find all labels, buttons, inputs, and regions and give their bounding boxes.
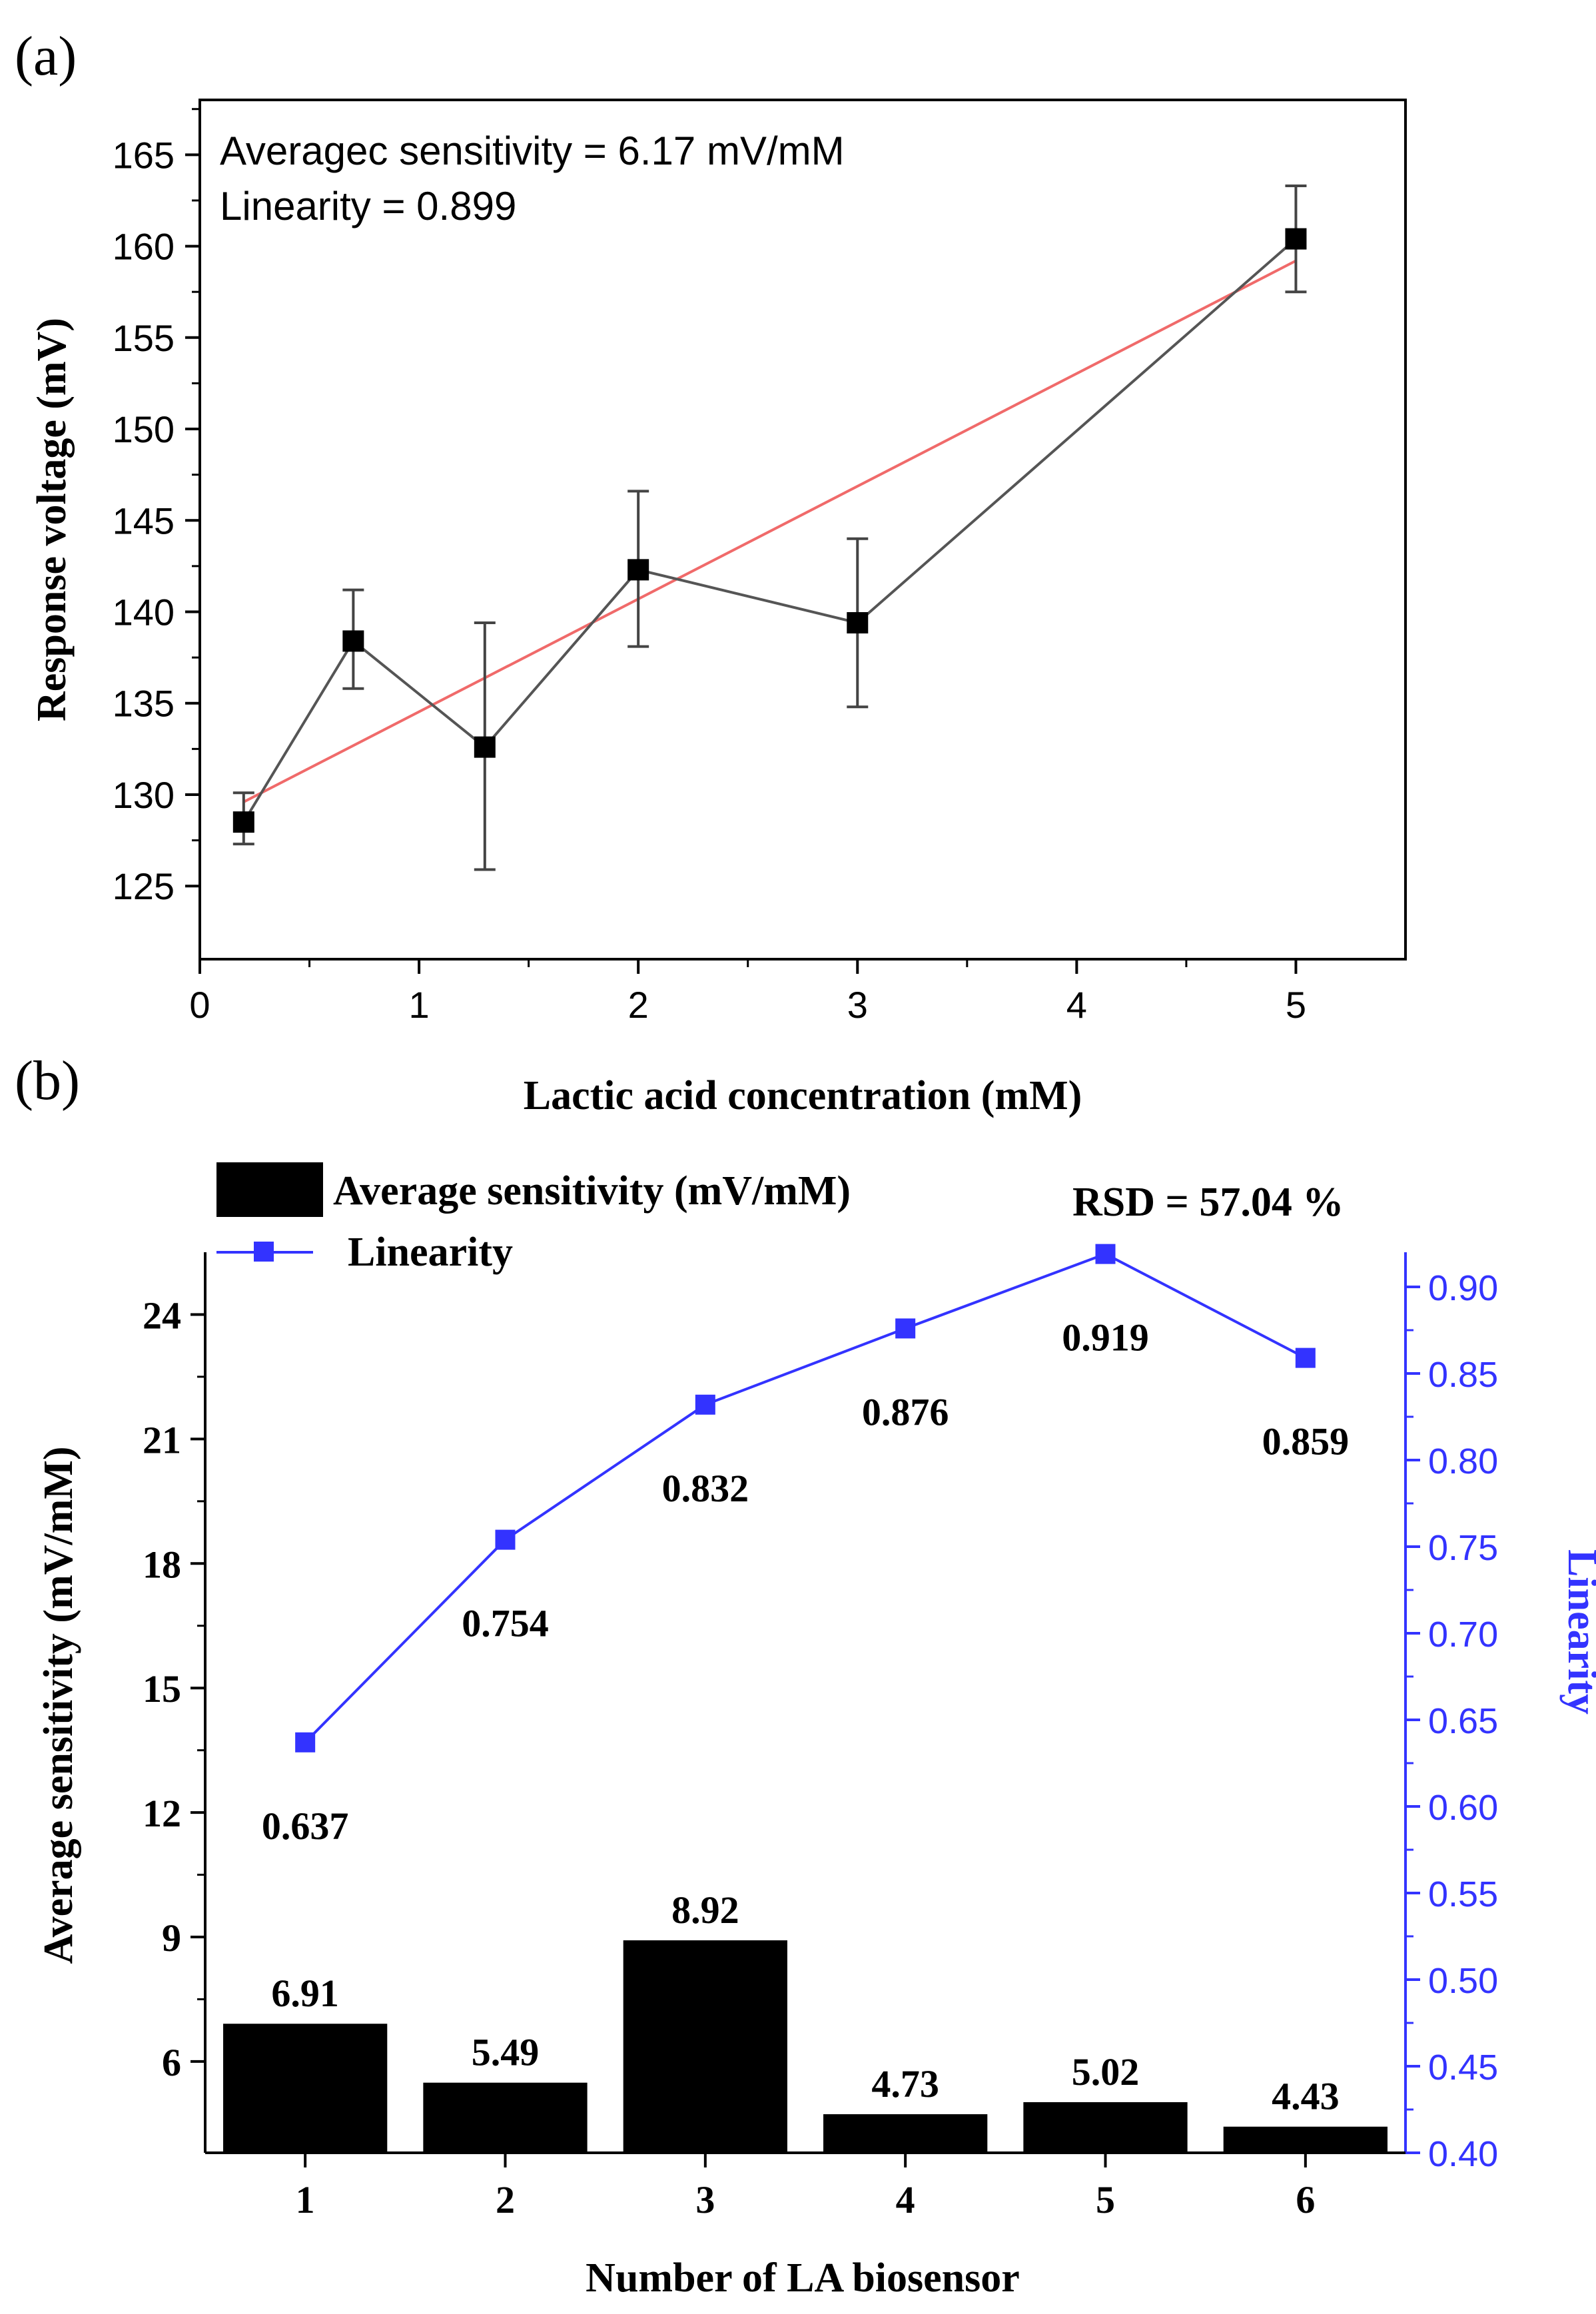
- y-tick-label: 130: [113, 774, 175, 816]
- linearity-point: [295, 1732, 316, 1752]
- x-tick-label: 3: [847, 984, 868, 1026]
- x-tick-label: 5: [1286, 984, 1306, 1026]
- y-tick-label: 140: [113, 591, 175, 633]
- linearity-value-label: 0.832: [662, 1467, 749, 1510]
- x-tick-label: 5: [1096, 2178, 1115, 2221]
- y-tick-label: 12: [143, 1792, 181, 1835]
- panel-a-x-axis-label: Lactic acid concentration (mM): [524, 1073, 1082, 1118]
- y2-tick-label: 0.40: [1428, 2134, 1498, 2174]
- linearity-point: [695, 1394, 715, 1415]
- y-tick-label: 21: [143, 1418, 181, 1461]
- x-tick-label: 4: [896, 2178, 915, 2221]
- panel-b-label: (b): [15, 1050, 80, 1112]
- bar-value-label: 5.49: [472, 2031, 540, 2074]
- data-point: [847, 611, 869, 633]
- bar-value-label: 4.73: [871, 2062, 939, 2106]
- linearity-value-label: 0.637: [262, 1804, 349, 1848]
- y-tick-label: 6: [162, 2041, 181, 2084]
- sensitivity-bar: [223, 2024, 388, 2153]
- y2-tick-label: 0.90: [1428, 1268, 1498, 1308]
- rsd-annotation: RSD = 57.04 %: [1072, 1180, 1344, 1225]
- y2-tick-label: 0.80: [1428, 1441, 1498, 1481]
- bar-value-label: 6.91: [271, 1972, 339, 2015]
- data-point: [474, 736, 496, 758]
- bar-value-label: 8.92: [671, 1888, 739, 1932]
- linearity-point: [495, 1529, 516, 1550]
- panel-a-data-series: [232, 185, 1307, 871]
- panel-a-plot-frame: [199, 99, 1407, 961]
- data-point: [342, 630, 364, 652]
- panel-a-ticks: 0 1 2 3 4 5 125 130 135 140 145 150 155 160 165: [113, 108, 1306, 1026]
- panel-a: (a) 0 1 2 3 4 5 125 130 135 140 145 150 155 160 165 Av…: [15, 25, 1407, 1118]
- panel-b-ticks: 1 2 3 4 5 66912151821240.400.450.500.550.600.…: [143, 1268, 1498, 2221]
- y-tick-label: 165: [113, 134, 175, 176]
- data-point: [232, 811, 254, 833]
- panel-a-label: (a): [15, 25, 77, 87]
- y2-tick-label: 0.70: [1428, 1615, 1498, 1655]
- x-tick-label: 0: [189, 984, 210, 1026]
- linearity-value-label: 0.919: [1062, 1316, 1149, 1359]
- linearity-point: [1295, 1348, 1316, 1368]
- data-point: [627, 559, 649, 581]
- panel-a-linearity-annotation: Linearity = 0.899: [220, 184, 516, 228]
- y2-tick-label: 0.60: [1428, 1788, 1498, 1828]
- sensitivity-bar: [623, 1940, 787, 2153]
- linearity-point: [895, 1318, 916, 1339]
- panel-b-linearity-series: 0.637 0.754 0.832 0.876 0.919 0.859: [262, 1244, 1349, 1848]
- y-tick-label: 160: [113, 226, 175, 268]
- panel-b-bars: 6.91 5.49 8.92 4.73 5.02 4.43: [223, 1888, 1388, 2153]
- legend-line-marker: [254, 1242, 274, 1262]
- x-tick-label: 2: [628, 984, 649, 1026]
- y-tick-label: 125: [113, 865, 175, 907]
- y-tick-label: 15: [143, 1667, 181, 1711]
- y2-tick-label: 0.55: [1428, 1874, 1498, 1914]
- sensitivity-bar: [423, 2082, 588, 2153]
- y2-tick-label: 0.85: [1428, 1355, 1498, 1395]
- data-line: [242, 238, 1297, 823]
- y-tick-label: 9: [162, 1916, 181, 1960]
- linearity-value-label: 0.754: [462, 1602, 549, 1645]
- panel-b-x-axis-label: Number of LA biosensor: [586, 2255, 1020, 2301]
- legend-bar-label: Average sensitivity (mV/mM): [333, 1168, 851, 1214]
- x-tick-label: 4: [1066, 984, 1087, 1026]
- panel-b-y2-axis-label: Linearity: [1559, 1549, 1596, 1715]
- panel-b: (b) Average sensitivity (mV/mM) Linearit…: [15, 1050, 1596, 2301]
- y-tick-label: 24: [143, 1294, 181, 1337]
- y2-tick-label: 0.65: [1428, 1701, 1498, 1741]
- x-tick-label: 2: [496, 2178, 515, 2221]
- x-tick-label: 1: [296, 2178, 315, 2221]
- sensitivity-bar: [1023, 2102, 1188, 2153]
- linearity-value-label: 0.876: [862, 1390, 949, 1433]
- data-point: [1285, 228, 1307, 250]
- y2-tick-label: 0.45: [1428, 2048, 1498, 2088]
- x-tick-label: 6: [1296, 2178, 1315, 2221]
- linearity-value-label: 0.859: [1262, 1420, 1350, 1463]
- x-tick-label: 3: [695, 2178, 715, 2221]
- y2-tick-label: 0.75: [1428, 1528, 1498, 1568]
- sensitivity-bar: [823, 2114, 988, 2153]
- panel-a-fit-line: [242, 259, 1297, 803]
- sensitivity-bar: [1223, 2126, 1388, 2153]
- y-tick-label: 150: [113, 408, 175, 450]
- linearity-point: [1095, 1244, 1116, 1264]
- y-tick-label: 18: [143, 1543, 181, 1586]
- panel-b-y-axis-label: Average sensitivity (mV/mM): [36, 1446, 81, 1964]
- y-tick-label: 135: [113, 683, 175, 725]
- legend-line-label: Linearity: [348, 1230, 513, 1275]
- bar-value-label: 5.02: [1072, 2050, 1140, 2094]
- legend-bar-swatch: [216, 1162, 323, 1217]
- y-tick-label: 145: [113, 500, 175, 542]
- fit-line: [242, 259, 1297, 803]
- panel-a-sensitivity-annotation: Averagec sensitivity = 6.17 mV/mM: [220, 129, 845, 173]
- y-tick-label: 155: [113, 317, 175, 359]
- panel-a-y-axis-label: Response voltage (mV): [29, 318, 75, 721]
- y2-tick-label: 0.50: [1428, 1961, 1498, 2001]
- linearity-line: [304, 1252, 1306, 1744]
- x-tick-label: 1: [409, 984, 430, 1026]
- bar-value-label: 4.43: [1272, 2075, 1340, 2118]
